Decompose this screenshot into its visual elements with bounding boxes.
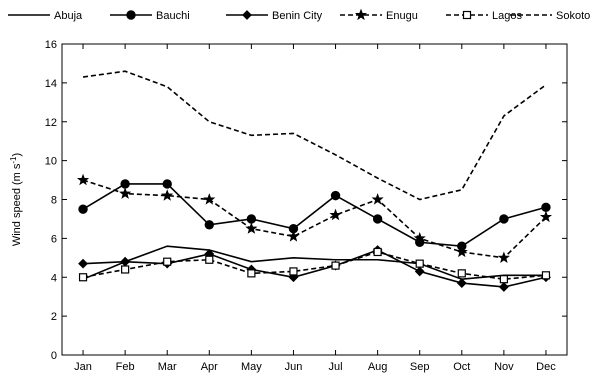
y-tick-label: 16 [45,39,57,51]
data-point-bauchi [372,214,383,224]
data-point-enugu [245,222,258,234]
legend-item-sokoto: Sokoto [510,10,590,22]
series-sokoto [82,70,547,201]
x-tick-label: Sep [410,361,430,373]
y-tick-label: 14 [45,78,57,90]
legend-item-bauchi: Bauchi [110,10,190,22]
series-line-enugu [82,179,547,259]
y-axis-label-sup: -1 [9,156,18,164]
data-point-benin-city [456,278,467,288]
data-point-enugu [539,210,553,223]
legend-marker [126,10,136,20]
legend-item-enugu: Enugu [340,8,418,22]
data-point-bauchi [246,214,257,224]
legend-marker [462,10,472,20]
series-line-bauchi [82,183,547,247]
y-tick-label: 8 [51,195,57,207]
y-axis-label: Wind speed (m s-1) [9,153,23,246]
legend-item-abuja: Abuja [8,10,83,22]
x-tick-label: Nov [494,361,514,373]
data-point-enugu [413,232,426,244]
legend-label: Bauchi [156,10,190,22]
x-tick-label: Dec [536,361,556,373]
data-point-bauchi [78,204,88,214]
series-layer [76,70,553,292]
data-point-bauchi [541,202,551,212]
x-tick-label: Aug [368,361,388,373]
data-point-lagos [373,247,382,257]
data-point-lagos [78,273,88,282]
data-point-enugu [203,193,216,205]
data-point-enugu [287,230,300,242]
data-point-enugu [76,173,90,186]
data-point-bauchi [204,220,214,230]
legend-marker [354,8,368,21]
data-point-benin-city [120,256,131,267]
x-tick-label: Mar [158,361,177,373]
y-tick-label: 12 [45,117,57,129]
data-point-enugu [161,189,174,201]
y-axis-label-tail: ) [11,153,23,157]
y-tick-label: 4 [51,272,57,284]
legend-item-lagos: Lagos [446,10,522,22]
data-point-lagos [121,265,130,274]
data-point-enugu [329,208,342,221]
y-axis-label-main: Wind speed (m s [11,163,23,246]
data-point-lagos [289,267,298,276]
x-tick-label: Jun [285,361,303,373]
data-point-lagos [205,255,214,264]
legend-marker [242,10,252,20]
x-tick-label: Jul [329,361,343,373]
y-tick-label: 10 [45,156,57,168]
data-point-benin-city [498,282,509,292]
data-point-bauchi [120,179,130,189]
data-point-lagos [541,271,551,280]
data-point-lagos [331,261,340,270]
y-tick-label: 0 [51,350,57,362]
series-lagos [78,247,551,284]
series-line-benin-city [83,249,547,288]
y-tick-label: 6 [51,233,57,245]
legend-label: Benin City [272,10,323,22]
data-point-benin-city [78,258,88,269]
series-abuja [82,245,546,281]
data-point-enugu [371,193,384,205]
data-point-lagos [247,269,256,278]
data-point-bauchi [162,179,172,189]
legend-item-benin-city: Benin City [226,10,323,22]
x-axis: Jan Feb Mar Apr May Jun Jul Aug Sep Oct Nov Dec [74,44,556,373]
x-tick-label: Jan [74,361,92,373]
series-line-lagos [82,251,547,280]
data-point-bauchi [330,190,341,201]
data-point-bauchi [499,214,509,224]
data-point-lagos [499,275,508,284]
x-tick-label: Feb [116,361,135,373]
legend-label: Abuja [54,10,83,22]
data-point-lagos [163,257,172,266]
legend: Abuja Bauchi Benin City Enugu Lagos Sokoto [8,8,590,22]
series-enugu [76,173,553,263]
legend-label: Lagos [492,10,522,22]
data-point-benin-city [414,266,425,277]
x-tick-label: Apr [201,361,218,373]
data-point-enugu [119,187,132,199]
data-point-lagos [457,269,466,278]
series-line-abuja [82,245,546,281]
legend-label: Enugu [386,10,418,22]
y-tick-label: 2 [51,311,57,323]
series-bauchi [78,179,551,251]
data-point-enugu [455,245,468,258]
legend-label: Sokoto [556,10,590,22]
data-point-enugu [497,251,510,263]
plot-frame [61,43,568,356]
series-line-sokoto [82,70,547,201]
x-tick-label: Oct [453,361,470,373]
y-axis: 0 2 4 6 8 10 12 14 16 [45,39,567,362]
data-point-lagos [415,259,424,268]
x-tick-label: May [241,361,262,373]
